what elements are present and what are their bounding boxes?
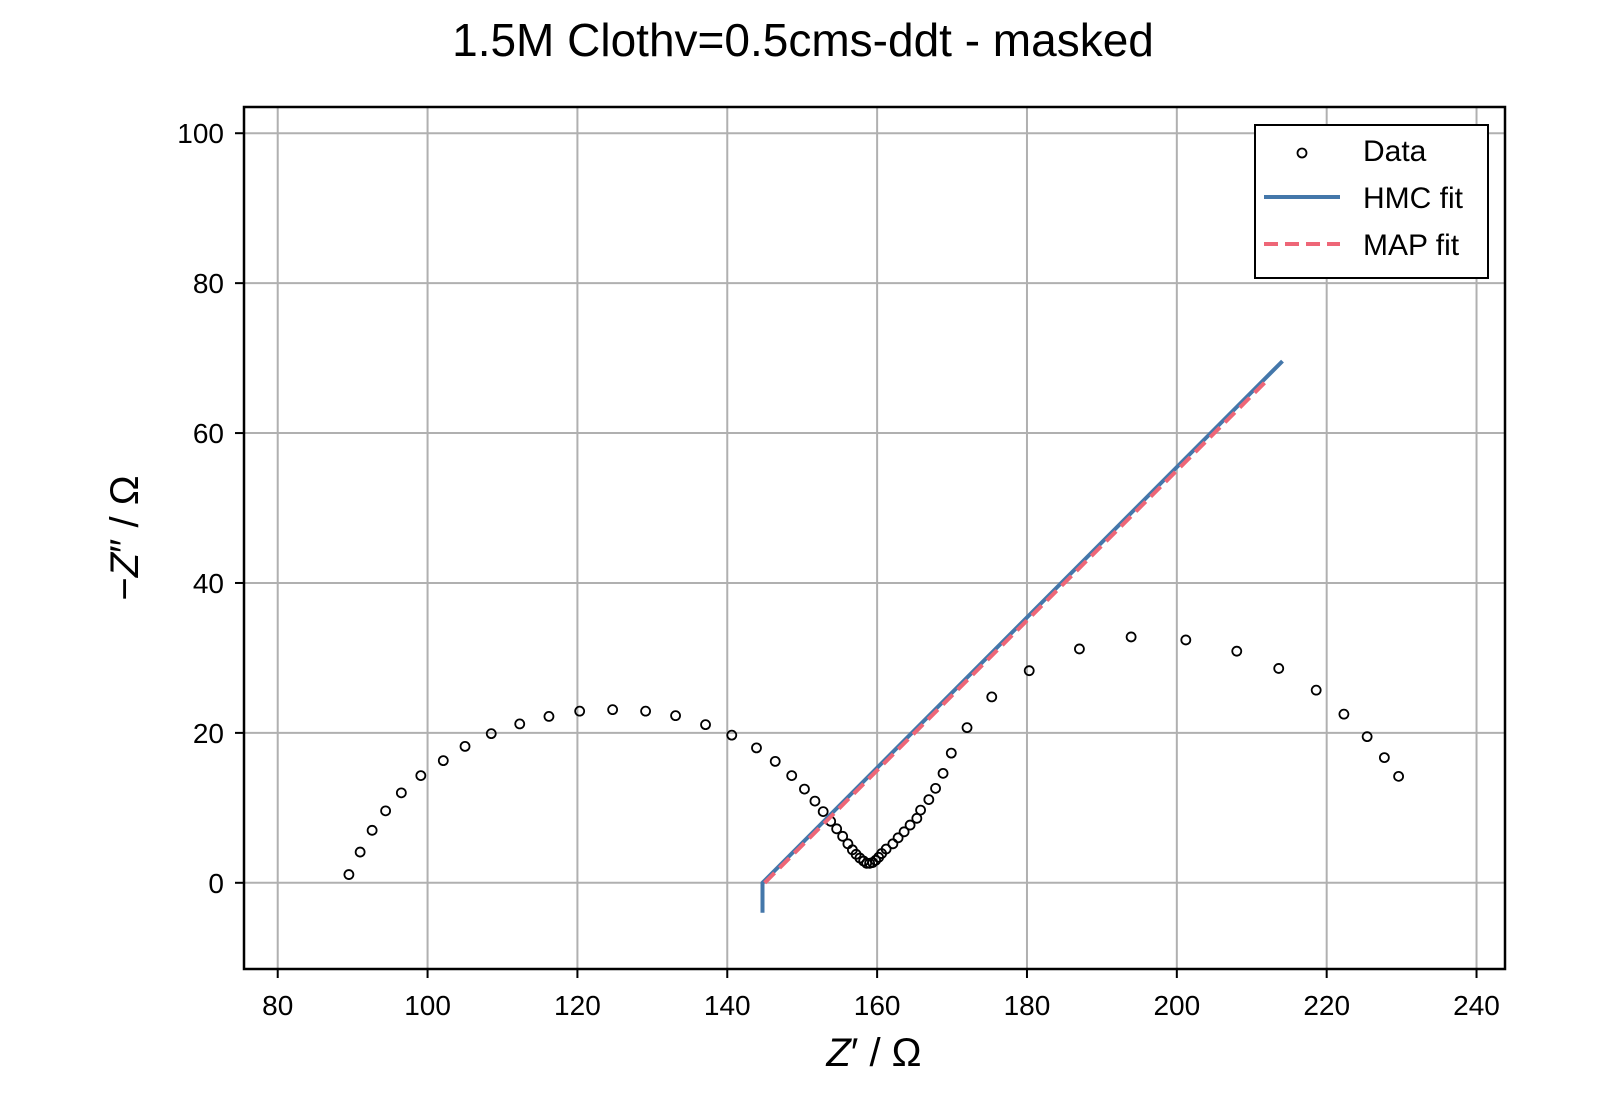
data-point [961, 722, 973, 734]
x-tick-label: 160 [854, 990, 901, 1021]
data-point [751, 742, 762, 754]
data-point [1393, 770, 1405, 782]
x-axis-label-prime: ′ [851, 1031, 859, 1075]
data-point [880, 843, 892, 855]
data-point [1273, 663, 1285, 674]
data-point [986, 691, 998, 703]
y-axis-label-prime: ″ [103, 539, 147, 553]
data-point [395, 787, 407, 799]
data-point [915, 804, 926, 816]
data-point [904, 819, 916, 831]
axis-ticks: 80 100 120 140 160 180 200 220 240 0 20 40 60 80 100 [177, 118, 1500, 1021]
chart-title: 1.5M Clothv=0.5cms-ddt - masked [452, 14, 1154, 66]
y-axis-label-unit: / Ω [103, 475, 147, 538]
grid-lines [244, 107, 1505, 969]
plot-frame [242, 105, 1507, 971]
data-point [831, 823, 843, 835]
map-fit-line [763, 379, 1269, 885]
x-axis-label-unit: / Ω [858, 1031, 921, 1075]
data-point [786, 770, 798, 782]
data-point [809, 795, 821, 807]
y-tick-label: 20 [193, 718, 224, 749]
x-tick-label: 200 [1153, 990, 1200, 1021]
data-point [543, 710, 555, 722]
data-point [870, 854, 882, 866]
hmc-fit-line [760, 359, 1284, 913]
data-point [887, 838, 899, 850]
data-point [837, 830, 849, 842]
plot-series [343, 359, 1405, 913]
data-point [343, 869, 355, 880]
data-point [1125, 631, 1137, 643]
data-point [459, 740, 471, 752]
legend: Data HMC fit MAP fit [1254, 124, 1489, 279]
data-point [898, 826, 910, 838]
x-tick-label: 140 [704, 990, 751, 1021]
x-tick-label: 180 [1004, 990, 1051, 1021]
data-point [607, 704, 619, 716]
legend-box [1254, 124, 1489, 279]
y-tick-label: 60 [193, 418, 224, 449]
data-point [1074, 643, 1085, 655]
data-point [366, 824, 378, 836]
y-axis-label: −Z″ / Ω [103, 475, 147, 600]
x-tick-label: 100 [404, 990, 451, 1021]
data-point [930, 782, 941, 794]
data-point [1180, 634, 1192, 646]
x-tick-label: 220 [1303, 990, 1350, 1021]
x-tick-label: 240 [1453, 990, 1500, 1021]
data-point [1231, 645, 1243, 657]
y-tick-label: 100 [177, 118, 224, 149]
y-axis-label-prefix: − [103, 577, 147, 600]
legend-data-label: Data [1363, 135, 1427, 168]
data-point [937, 767, 949, 779]
data-point [1023, 665, 1035, 677]
data-point [415, 770, 427, 782]
legend-data-marker [1296, 147, 1308, 159]
data-point [514, 718, 526, 730]
legend-map-label: MAP fit [1363, 229, 1460, 262]
data-points [343, 631, 1405, 880]
data-point [1378, 752, 1390, 764]
data-point [799, 783, 810, 795]
x-tick-label: 120 [554, 990, 601, 1021]
y-tick-label: 80 [193, 268, 224, 299]
y-tick-label: 0 [208, 868, 224, 899]
y-axis-label-main: Z [103, 551, 147, 578]
data-point [354, 846, 366, 858]
data-point [867, 857, 879, 868]
data-point [726, 729, 738, 741]
data-point [437, 755, 449, 767]
x-tick-label: 80 [262, 990, 293, 1021]
x-axis-label-main: Z [825, 1031, 852, 1075]
data-point [892, 832, 904, 844]
data-point [700, 719, 711, 731]
data-point [574, 705, 586, 717]
data-point [640, 705, 652, 717]
data-point [670, 710, 681, 722]
y-tick-label: 40 [193, 568, 224, 599]
data-point [485, 728, 497, 740]
data-point [945, 747, 957, 759]
data-point [1361, 731, 1373, 743]
data-point [1338, 708, 1350, 720]
data-point [769, 755, 781, 767]
data-point [817, 806, 829, 817]
data-point [923, 794, 935, 805]
x-axis-label: Z′ / Ω [825, 1031, 921, 1075]
legend-hmc-label: HMC fit [1363, 182, 1464, 215]
data-point [1310, 684, 1322, 696]
data-point [380, 805, 392, 817]
